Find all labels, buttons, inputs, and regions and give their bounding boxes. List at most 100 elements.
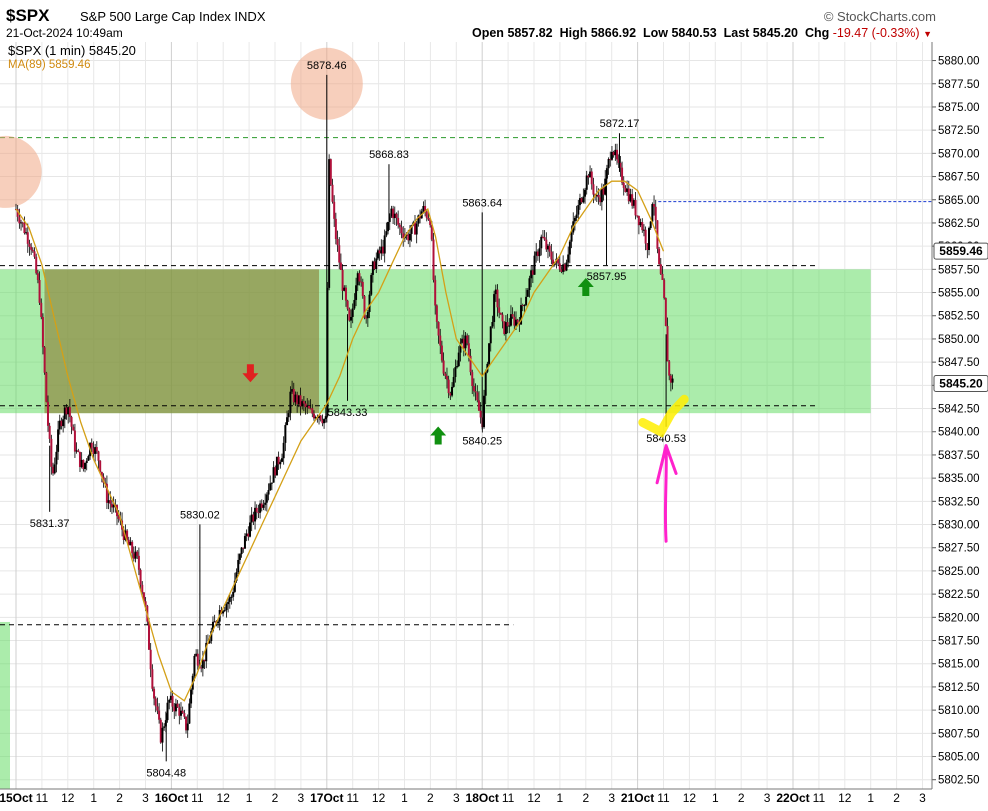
candle-body	[506, 322, 509, 327]
axes: 5880.00 5877.50 5875.00 5872.50 5870.00 5867.…	[0, 42, 988, 805]
candle-body	[543, 237, 546, 240]
ohlc-readout: Open 5857.82 High 5866.92 Low 5840.53 La…	[472, 26, 932, 40]
candle-body	[668, 361, 671, 376]
candle-body	[395, 213, 398, 218]
price-annotation: 5863.64	[462, 197, 502, 209]
candle-body	[545, 239, 548, 250]
x-tick-label: 22Oct	[776, 791, 809, 805]
x-tick-label: 3	[919, 791, 926, 805]
candle-body	[40, 302, 43, 318]
candle-body	[614, 149, 617, 156]
candle-body	[415, 223, 418, 235]
candle-body	[350, 316, 353, 321]
y-tick-label: 5815.00	[938, 659, 980, 671]
candle-body	[227, 601, 230, 605]
candle-body	[636, 215, 639, 217]
candle-body	[62, 419, 65, 427]
x-tick-label: 1	[401, 791, 408, 805]
candle-body	[154, 698, 157, 707]
x-tick-label: 11	[502, 791, 515, 805]
candle-body	[605, 168, 608, 179]
candle-body	[201, 659, 204, 669]
candle-body	[158, 710, 161, 720]
candle-body	[483, 395, 486, 428]
candle-body	[297, 395, 300, 405]
x-tick-label: 12	[683, 791, 697, 805]
candle-body	[632, 200, 635, 206]
candle-body	[366, 311, 369, 319]
candle-body	[631, 194, 634, 206]
candle-body	[504, 322, 507, 334]
candle-body	[307, 405, 310, 409]
candle-body	[383, 235, 386, 254]
candle-body	[186, 723, 189, 731]
stockcharts-logo[interactable]: © StockCharts.com	[823, 9, 936, 24]
candle-body	[94, 447, 97, 454]
candle-body	[306, 405, 309, 408]
candle-body	[23, 222, 26, 234]
candle-body	[178, 707, 181, 716]
candle-body	[560, 269, 563, 272]
arrow-up-icon	[577, 277, 594, 296]
candle-body	[424, 205, 427, 212]
candle-body	[72, 426, 75, 431]
candle-body	[503, 321, 506, 334]
price-chart[interactable]: 5878.46 5868.83 5863.64 5872.17 5831.37 5830.…	[0, 42, 988, 811]
candle-body	[249, 522, 252, 537]
candle-body	[48, 425, 51, 439]
candle-body	[324, 416, 327, 420]
candle-body	[109, 500, 112, 504]
candle-body	[181, 710, 184, 714]
candle-body	[254, 507, 257, 522]
candle-body	[122, 529, 125, 541]
candle-body	[279, 461, 282, 465]
candle-body	[526, 290, 529, 297]
candle-body	[16, 209, 19, 217]
candle-body	[494, 289, 497, 295]
candle-body	[371, 261, 374, 275]
candle-body	[265, 494, 268, 503]
candle-body	[612, 151, 615, 156]
candle-body	[223, 610, 226, 612]
candle-body	[514, 319, 517, 326]
candle-body	[284, 425, 287, 443]
candle-body	[238, 554, 241, 560]
candle-body	[430, 225, 433, 240]
y-tick-label: 5835.00	[938, 473, 980, 485]
candle-body	[385, 231, 388, 236]
candle-series	[15, 74, 674, 762]
candle-body	[376, 250, 379, 259]
x-tick-label: 3	[764, 791, 771, 805]
candle-body	[397, 217, 400, 225]
candle-body	[334, 218, 337, 240]
x-tick-label: 1	[867, 791, 874, 805]
lower-zone	[0, 621, 10, 789]
candle-body	[616, 149, 619, 160]
candle-body	[338, 245, 341, 263]
candle-body	[471, 372, 474, 386]
candle-body	[41, 317, 44, 348]
x-tick-label: 1	[246, 791, 253, 805]
candle-body	[20, 222, 23, 224]
chg-value: -19.47 (-0.33%)	[832, 26, 920, 40]
x-tick-label: 21Oct	[621, 791, 654, 805]
candle-body	[185, 716, 188, 731]
candle-body	[329, 159, 332, 185]
candle-body	[311, 408, 314, 414]
candle-body	[558, 263, 561, 270]
candle-body	[563, 264, 566, 271]
candle-body	[277, 456, 280, 465]
y-tick-label: 5872.50	[938, 125, 980, 137]
arrow-up-icon	[430, 426, 447, 445]
candle-body	[382, 246, 385, 254]
candle-body	[609, 159, 612, 161]
candle-body	[163, 726, 166, 728]
price-annotation: 5878.46	[307, 60, 347, 72]
candle-body	[461, 338, 464, 343]
candle-body	[208, 641, 211, 644]
x-tick-label: 3	[298, 791, 305, 805]
candle-body	[267, 490, 270, 495]
y-tick-label: 5837.50	[938, 450, 980, 462]
candle-body	[171, 695, 174, 707]
candle-body	[664, 298, 667, 326]
